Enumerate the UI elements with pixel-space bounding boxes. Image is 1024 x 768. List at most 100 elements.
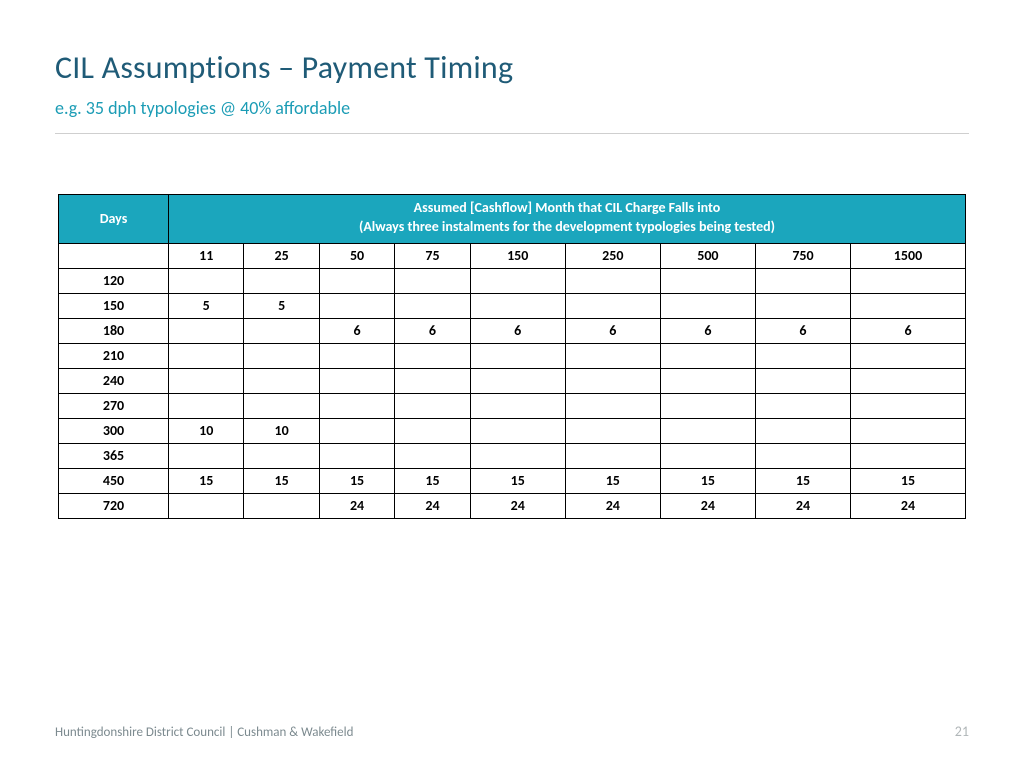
table-cell — [470, 443, 565, 468]
table-cell — [565, 293, 660, 318]
table-cell — [169, 268, 244, 293]
table-cell — [660, 393, 755, 418]
row-header-days: 120 — [59, 268, 169, 293]
table-cell: 15 — [319, 468, 394, 493]
table-cell: 24 — [319, 493, 394, 518]
column-header: 250 — [565, 243, 660, 268]
table-cell — [851, 268, 966, 293]
table-cell: 5 — [169, 293, 244, 318]
table-cell: 6 — [470, 318, 565, 343]
table-cell — [244, 368, 319, 393]
column-header: 75 — [395, 243, 470, 268]
column-header-blank — [59, 243, 169, 268]
table-row: 210 — [59, 343, 966, 368]
table-cell — [319, 293, 394, 318]
table-cell — [169, 318, 244, 343]
table-cell — [319, 393, 394, 418]
table-row: 15055 — [59, 293, 966, 318]
table-cell — [565, 343, 660, 368]
table-cell — [565, 268, 660, 293]
table-cell — [470, 393, 565, 418]
row-header-days: 300 — [59, 418, 169, 443]
row-header-days: 240 — [59, 368, 169, 393]
row-header-days: 365 — [59, 443, 169, 468]
table-cell — [244, 318, 319, 343]
column-header: 25 — [244, 243, 319, 268]
table-cell — [395, 293, 470, 318]
footer-left: Huntingdonshire District Council | Cushm… — [55, 725, 353, 740]
footer: Huntingdonshire District Council | Cushm… — [55, 723, 969, 740]
table-cell: 24 — [470, 493, 565, 518]
table-row: 120 — [59, 268, 966, 293]
table-cell — [169, 368, 244, 393]
table-cell — [244, 493, 319, 518]
table-cell — [755, 268, 850, 293]
table-cell — [470, 268, 565, 293]
page-number: 21 — [955, 723, 969, 740]
group-header-line2: (Always three instalments for the develo… — [359, 218, 775, 235]
table-cell — [565, 443, 660, 468]
table-cell: 15 — [244, 468, 319, 493]
table-cell: 6 — [565, 318, 660, 343]
table-cell — [565, 368, 660, 393]
table-cell — [169, 493, 244, 518]
table-cell — [244, 393, 319, 418]
table-cell — [244, 343, 319, 368]
table-cell — [244, 268, 319, 293]
table-cell — [395, 393, 470, 418]
table-row: 240 — [59, 368, 966, 393]
table-cell — [851, 368, 966, 393]
table-row: 270 — [59, 393, 966, 418]
table-cell — [851, 293, 966, 318]
table-cell: 15 — [851, 468, 966, 493]
table-cell — [319, 368, 394, 393]
table-cell: 24 — [395, 493, 470, 518]
row-header-days: 270 — [59, 393, 169, 418]
table-cell — [660, 293, 755, 318]
row-header-days: 150 — [59, 293, 169, 318]
table-cell — [395, 268, 470, 293]
column-header: 500 — [660, 243, 755, 268]
table-cell: 24 — [851, 493, 966, 518]
table-cell — [169, 393, 244, 418]
column-header: 11 — [169, 243, 244, 268]
table-cell: 6 — [660, 318, 755, 343]
table-row: 72024242424242424 — [59, 493, 966, 518]
table-cell: 6 — [319, 318, 394, 343]
table-cell: 6 — [851, 318, 966, 343]
column-header-days: Days — [59, 195, 169, 244]
table-cell — [851, 343, 966, 368]
table-cell — [660, 443, 755, 468]
table-cell — [319, 443, 394, 468]
table-cell — [395, 418, 470, 443]
table-cell — [565, 418, 660, 443]
table-cell — [395, 368, 470, 393]
table-cell — [755, 393, 850, 418]
table-row: 1806666666 — [59, 318, 966, 343]
table-cell — [851, 443, 966, 468]
table-cell — [395, 343, 470, 368]
payment-timing-table: Days Assumed [Cashflow] Month that CIL C… — [58, 194, 966, 519]
table-cell — [755, 418, 850, 443]
divider — [55, 133, 969, 134]
page-subtitle: e.g. 35 dph typologies @ 40% affordable — [55, 97, 969, 119]
table-cell — [470, 368, 565, 393]
table-cell: 24 — [755, 493, 850, 518]
table-cell — [169, 343, 244, 368]
table-cell — [851, 393, 966, 418]
table-cell: 15 — [395, 468, 470, 493]
column-header: 50 — [319, 243, 394, 268]
table-cell: 6 — [755, 318, 850, 343]
table-cell: 5 — [244, 293, 319, 318]
table-row: 3001010 — [59, 418, 966, 443]
table-cell — [395, 443, 470, 468]
table-cell: 10 — [169, 418, 244, 443]
table-cell: 15 — [169, 468, 244, 493]
table-cell — [319, 268, 394, 293]
table-cell — [660, 268, 755, 293]
row-header-days: 720 — [59, 493, 169, 518]
column-header: 750 — [755, 243, 850, 268]
table-cell: 15 — [565, 468, 660, 493]
table-cell — [470, 293, 565, 318]
table-cell — [755, 443, 850, 468]
